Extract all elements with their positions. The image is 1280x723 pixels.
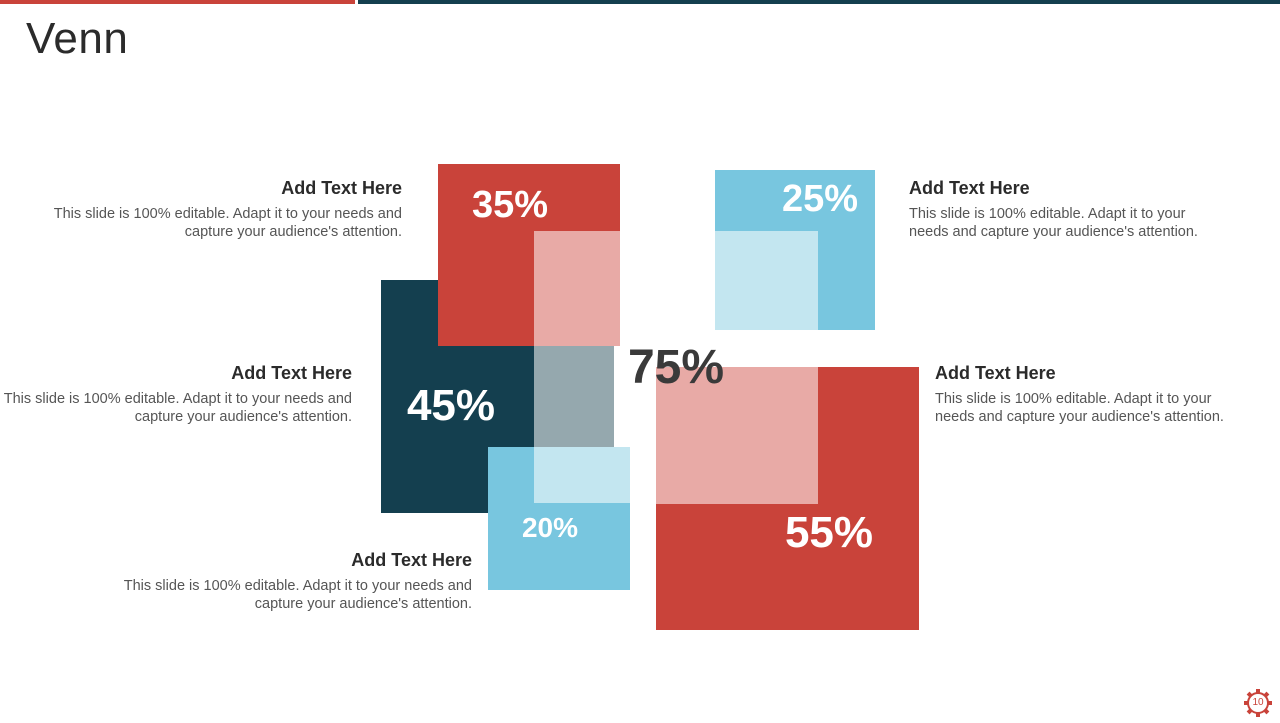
heading-bottom-left: Add Text Here <box>351 550 472 570</box>
body-top-left: This slide is 100% editable. Adapt it to… <box>53 206 402 240</box>
overlap-pink-bottom <box>656 367 818 504</box>
page-number-badge: 10 <box>1243 688 1273 718</box>
text-block-mid-left: Add Text Here This slide is 100% editabl… <box>0 363 352 426</box>
heading-mid-right: Add Text Here <box>935 363 1056 383</box>
square-red-top <box>438 164 534 346</box>
heading-mid-left: Add Text Here <box>231 363 352 383</box>
text-block-mid-right: Add Text Here This slide is 100% editabl… <box>935 363 1235 426</box>
body-mid-left: This slide is 100% editable. Adapt it to… <box>3 391 352 425</box>
top-accent-bar-red <box>0 0 355 4</box>
center-value-75: 75% <box>627 341 725 394</box>
overlap-pale-blue-top <box>715 231 818 330</box>
body-mid-right: This slide is 100% editable. Adapt it to… <box>935 391 1224 425</box>
text-block-top-left: Add Text Here This slide is 100% editabl… <box>42 178 402 241</box>
body-top-right: This slide is 100% editable. Adapt it to… <box>909 206 1198 240</box>
value-35: 35% <box>471 184 549 226</box>
top-accent-bar-dark <box>358 0 1280 4</box>
value-45: 45% <box>406 381 496 430</box>
heading-top-right: Add Text Here <box>909 178 1030 198</box>
gear-icon <box>1244 689 1272 717</box>
text-block-bottom-left: Add Text Here This slide is 100% editabl… <box>112 550 472 613</box>
text-block-top-right: Add Text Here This slide is 100% editabl… <box>909 178 1209 241</box>
overlap-pink-top <box>534 231 620 346</box>
overlap-gray <box>534 346 614 447</box>
heading-top-left: Add Text Here <box>281 178 402 198</box>
value-20: 20% <box>521 512 579 543</box>
slide-title: Venn <box>26 14 129 63</box>
page-number: 10 <box>1252 697 1264 708</box>
value-25: 25% <box>781 178 859 220</box>
overlap-pale-red-top <box>534 164 620 231</box>
body-bottom-left: This slide is 100% editable. Adapt it to… <box>123 578 472 612</box>
value-55: 55% <box>784 508 874 557</box>
overlap-pale-blue-bottom <box>534 447 630 503</box>
